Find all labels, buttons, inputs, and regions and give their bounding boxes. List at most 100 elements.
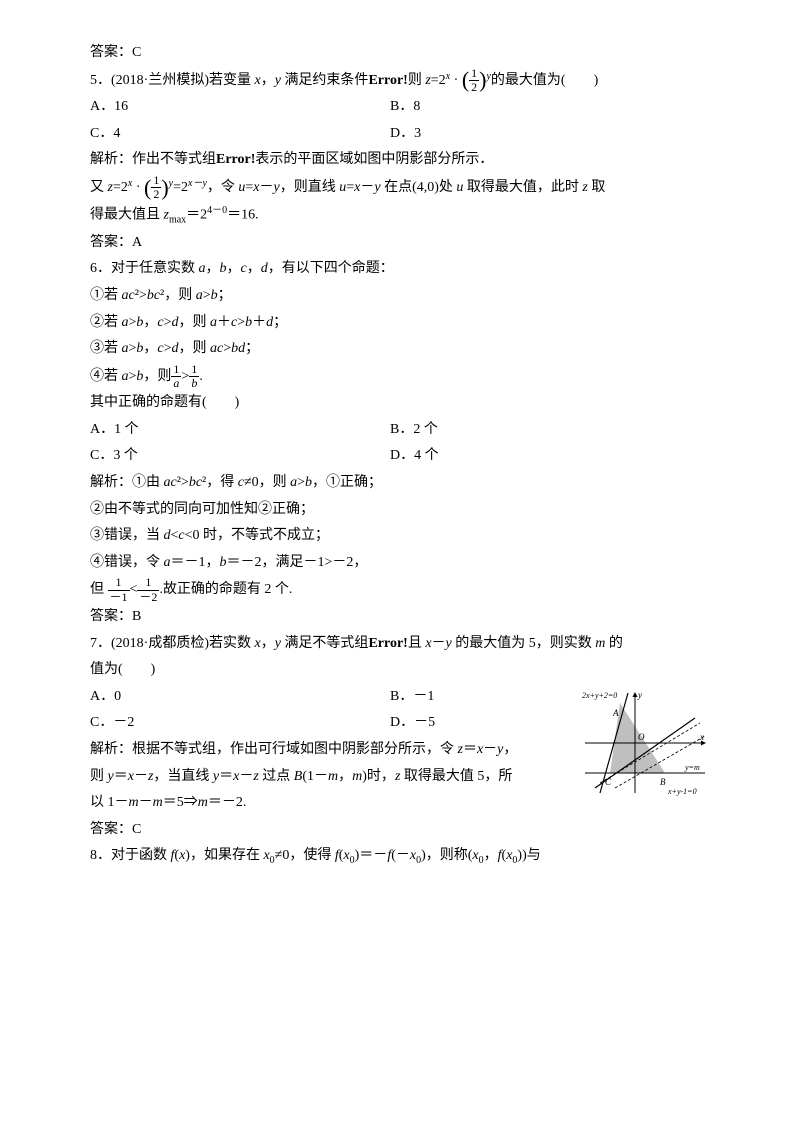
text: －	[483, 742, 497, 757]
text: ④错误，令	[90, 555, 164, 570]
text: 过点	[259, 769, 294, 784]
den: 2	[151, 188, 161, 201]
text: 的最大值为( )	[491, 73, 598, 88]
q6-j5: 但 1－1<1－2.故正确的命题有 2 个.	[90, 576, 710, 604]
text: ，	[261, 636, 275, 651]
jiexi-label: 解析：	[90, 475, 132, 490]
text: ＝－1，	[171, 555, 220, 570]
q7-optD: D．－5	[390, 710, 435, 737]
text: ＝	[463, 742, 477, 757]
q6-j4: ④错误，令 a＝－1，b＝－2，满足－1>－2，	[90, 550, 710, 577]
answer-label: 答案：	[90, 45, 132, 60]
var-a: a	[122, 369, 129, 384]
text: －	[260, 180, 274, 195]
text: ²，则	[160, 288, 196, 303]
text: ²>	[135, 288, 147, 303]
text: =2	[431, 73, 446, 88]
text: 得最大值且	[90, 208, 164, 223]
q5-stem: 5．(2018·兰州模拟)若变量 x，y 满足约束条件Error!则 z=2x …	[90, 67, 710, 95]
var-a: a	[164, 555, 171, 570]
text: ，则	[179, 341, 211, 356]
var-b: b	[220, 555, 227, 570]
den: 2	[469, 81, 479, 94]
text: ≠0，则	[244, 475, 290, 490]
text: 又	[90, 180, 108, 195]
answer-label: 答案：	[90, 609, 132, 624]
text: ，	[484, 848, 498, 863]
frac-1-a: 1a	[171, 363, 181, 390]
q6-p4: ④若 a>b，则1a>1b.	[90, 363, 710, 391]
text: ②若	[90, 315, 122, 330]
q6-options-row1: A．1 个 B．2 个	[90, 417, 710, 444]
sup-x: x	[128, 174, 132, 193]
diagram-label-xy1: x+y-1=0	[667, 787, 697, 796]
var-m: m	[595, 636, 605, 651]
var-b: b	[220, 261, 227, 276]
text: )，则称(	[421, 848, 472, 863]
diagram-label-O: O	[638, 732, 645, 742]
text: ，	[143, 315, 157, 330]
text: －	[432, 636, 446, 651]
text: .	[199, 369, 203, 384]
var-b: b	[147, 288, 154, 303]
var-m: m	[153, 795, 163, 810]
var-a: a	[122, 341, 129, 356]
q7-answer: 答案：C	[90, 817, 710, 844]
text: ③若	[90, 341, 122, 356]
text: 且	[408, 636, 426, 651]
var-a: a	[210, 315, 217, 330]
text: (－	[391, 848, 410, 863]
q5-jiexi2: 又 z=2x · (12)y=2x－y，令 u=x－y，则直线 u=x－y 在点…	[90, 174, 710, 202]
text: 满足不等式组	[281, 636, 369, 651]
q7-optB: B．－1	[390, 684, 434, 711]
text: ·	[450, 73, 462, 88]
text: ＝	[219, 769, 233, 784]
text: －	[360, 180, 374, 195]
text: ＝2	[186, 208, 207, 223]
text: 根据不等式组，作出可行域如图中阴影部分所示，令	[132, 742, 458, 757]
num: 1	[151, 174, 161, 188]
text: >	[164, 315, 172, 330]
var-a: a	[199, 261, 206, 276]
var-a: a	[210, 341, 217, 356]
diagram-label-2xy2: 2x+y+2=0	[582, 691, 617, 700]
text: >	[181, 369, 189, 384]
var-b: b	[189, 475, 196, 490]
num: 1	[171, 363, 181, 377]
text: >	[237, 315, 245, 330]
text: 8．对于函数	[90, 848, 171, 863]
text: －	[139, 795, 153, 810]
var-m: m	[328, 769, 338, 784]
q5-optA: A．16	[90, 94, 390, 121]
answer-label: 答案：	[90, 822, 132, 837]
q4-answer-value: C	[132, 45, 141, 60]
text: ＝16.	[227, 208, 259, 223]
q7-options-row2: C．－2 D．－5	[90, 710, 574, 737]
text: ，当直线	[153, 769, 213, 784]
den: －2	[137, 591, 159, 604]
text: ，	[261, 73, 275, 88]
q7-optC: C．－2	[90, 710, 390, 737]
q7-answer-value: C	[132, 822, 141, 837]
q6-question: 其中正确的命题有( )	[90, 390, 710, 417]
text: >	[223, 341, 231, 356]
q6-j1: 解析：①由 ac²>bc²，得 c≠0，则 a>b，①正确；	[90, 470, 710, 497]
var-m: m	[352, 769, 362, 784]
error-text: Error!	[368, 636, 407, 651]
text: =2	[113, 180, 128, 195]
text: ，①正确；	[312, 475, 382, 490]
text: ③错误，当	[90, 528, 164, 543]
half-power: (12)	[144, 174, 169, 201]
diagram-label-A: A	[612, 708, 619, 718]
text: ；	[218, 288, 232, 303]
sup-xmy: x－y	[188, 174, 207, 193]
text: ²，得	[202, 475, 238, 490]
sup-y: y	[169, 174, 173, 193]
q6-optA: A．1 个	[90, 417, 390, 444]
diagram-label-ym: y=m	[684, 763, 700, 772]
text: ；	[245, 341, 259, 356]
q6-p2: ②若 a>b，c>d，则 a＋c>b＋d；	[90, 310, 710, 337]
sub-max: max	[169, 215, 186, 226]
den: －1	[108, 591, 130, 604]
text: ))与	[517, 848, 540, 863]
